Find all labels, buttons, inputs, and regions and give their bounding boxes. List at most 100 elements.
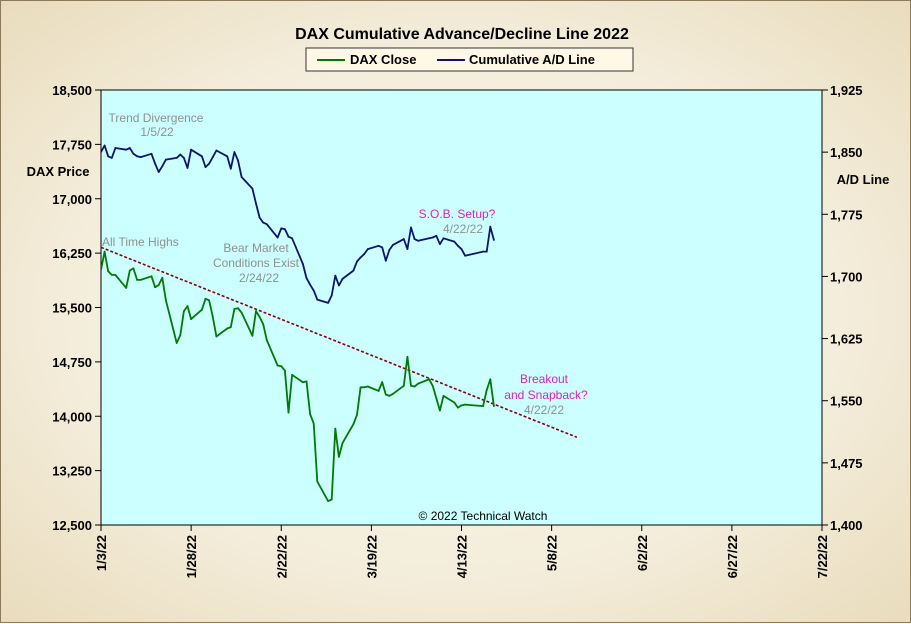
ad-line-point <box>442 237 445 240</box>
legend-label-ad: Cumulative A/D Line <box>469 52 595 67</box>
dax-close-point <box>262 323 265 326</box>
ad-line-point <box>359 256 362 259</box>
ad-line-point <box>157 171 160 173</box>
ad-line-point <box>460 248 463 251</box>
y-tick-label-left: 12,500 <box>52 518 92 533</box>
y-tick-label-right: 1,400 <box>830 518 863 533</box>
y-tick-label-left: 13,250 <box>52 464 92 479</box>
ad-line-point <box>233 151 236 154</box>
ad-line-point <box>363 253 366 256</box>
dax-close-point <box>352 423 355 426</box>
dax-close-point <box>201 308 203 311</box>
ad-line-point <box>251 187 254 190</box>
ad-line-point <box>489 225 492 228</box>
ad-line-point <box>132 152 135 155</box>
dax-close-point <box>359 386 362 389</box>
ad-line-point <box>101 151 102 153</box>
dax-close-point <box>327 500 329 502</box>
ad-line-point <box>226 155 229 158</box>
dax-close-point <box>428 378 430 381</box>
annotation-breakout-date: 4/22/22 <box>524 403 564 417</box>
annotation-all-time-highs: All Time Highs <box>102 235 179 249</box>
ad-line-point <box>190 148 193 151</box>
dax-close-point <box>493 405 495 407</box>
ad-line-point <box>161 165 164 168</box>
dax-close-point <box>179 334 182 336</box>
dax-close-point <box>125 287 128 289</box>
dax-close-point <box>388 395 391 397</box>
x-tick-label: 4/13/22 <box>455 535 470 578</box>
dax-close-point <box>482 405 484 407</box>
dax-close-point <box>485 389 488 391</box>
ad-line-point <box>428 237 430 240</box>
axis-ticks: 12,500 13,250 14,000 14,750 15,500 16,250 17,0… <box>52 83 862 578</box>
ad-line-point <box>201 155 203 158</box>
ad-line-point <box>338 284 340 287</box>
y-tick-label-right: 1,925 <box>830 83 863 98</box>
dax-close-point <box>183 310 185 312</box>
dax-close-point <box>305 380 308 383</box>
x-tick-label: 3/19/22 <box>364 535 379 578</box>
dax-close-point <box>442 395 445 397</box>
ad-line-point <box>215 149 218 152</box>
dax-close-point <box>276 364 279 367</box>
x-tick-label: 1/28/22 <box>184 535 199 578</box>
ad-line-point <box>110 157 113 159</box>
dax-close-point <box>377 390 380 392</box>
y-tick-label-right: 1,550 <box>830 394 863 409</box>
dax-close-point <box>381 381 384 384</box>
dax-close-point <box>128 269 131 272</box>
dax-close-point <box>157 284 160 286</box>
dax-close-point <box>284 369 286 372</box>
x-tick-label: 1/3/22 <box>94 535 109 571</box>
annotation-trend-divergence-date: 1/5/22 <box>140 125 174 139</box>
dax-close-point <box>453 401 456 404</box>
dax-close-point <box>366 385 369 388</box>
annotation-sob-date: 4/22/22 <box>443 222 483 236</box>
chart-title: DAX Cumulative Advance/Decline Line 2022 <box>295 26 629 43</box>
x-tick-label: 6/27/22 <box>725 535 740 578</box>
dax-close-line <box>101 250 495 503</box>
dax-close-point <box>417 382 420 385</box>
ad-line-point <box>204 166 207 169</box>
dax-close-point <box>402 384 405 387</box>
dax-close-point <box>439 409 441 412</box>
dax-close-point <box>413 385 416 388</box>
ad-line-point <box>237 159 239 162</box>
dax-close-point <box>240 311 243 314</box>
y-axis-label-left: DAX Price <box>27 164 90 179</box>
ad-line-point <box>179 153 182 156</box>
ad-line-point <box>384 259 387 262</box>
dax-close-point <box>457 406 459 409</box>
dax-close-point <box>114 274 117 276</box>
y-tick-label-right: 1,775 <box>830 207 863 222</box>
legend-box <box>305 47 634 72</box>
ad-line-point <box>330 294 333 297</box>
annotation-bear-market-1: Bear Market <box>223 241 289 255</box>
ad-line-point <box>183 157 185 159</box>
dax-close-point <box>103 250 106 253</box>
dax-close-point <box>334 427 337 430</box>
x-tick-label: 2/22/22 <box>274 535 289 578</box>
dax-close-point <box>435 397 438 399</box>
dax-close-point <box>136 279 139 281</box>
dax-close-point <box>255 310 257 312</box>
x-tick-label: 5/8/22 <box>545 535 560 571</box>
y-tick-label-left: 14,750 <box>52 355 92 370</box>
annotation-snapback: and Snapback? <box>504 388 588 402</box>
dax-close-point <box>258 316 261 318</box>
dax-close-point <box>139 279 142 281</box>
dax-close-point <box>237 307 239 310</box>
ad-line-point <box>388 249 391 251</box>
dax-close-point <box>251 334 254 337</box>
legend: DAX Close Cumulative A/D Line <box>305 47 634 72</box>
dax-close-point <box>287 411 290 414</box>
ad-line-point <box>377 244 380 247</box>
ad-line-point <box>107 155 110 158</box>
ad-line-point <box>154 162 157 165</box>
dax-close-point <box>161 276 164 279</box>
ad-line-point <box>341 278 344 280</box>
dax-close-point <box>110 274 113 276</box>
